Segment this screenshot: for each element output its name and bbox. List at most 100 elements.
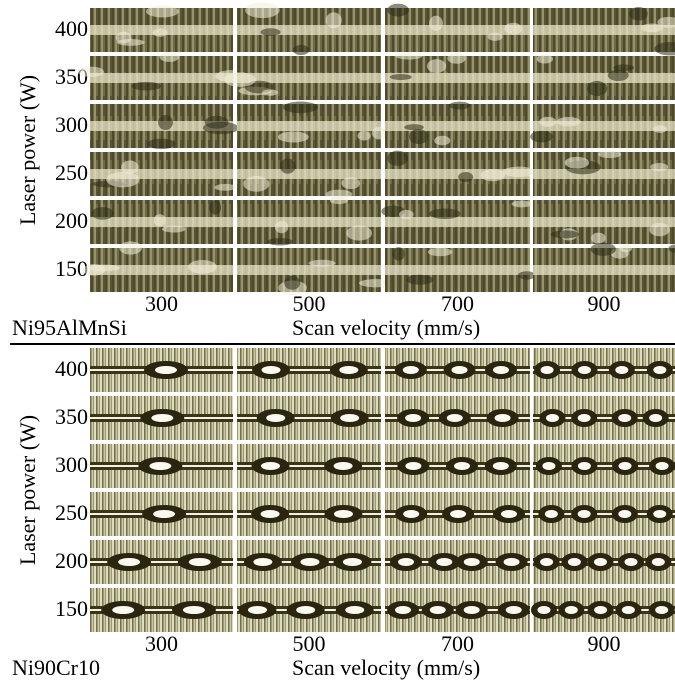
spot xyxy=(550,230,580,239)
spot xyxy=(517,271,536,280)
spot xyxy=(153,214,166,227)
micrograph xyxy=(533,54,675,100)
spot xyxy=(502,166,536,178)
micrograph xyxy=(90,444,233,488)
row-label: 250 xyxy=(55,500,88,525)
spot xyxy=(652,125,667,133)
spot xyxy=(77,66,105,78)
pore-core xyxy=(154,366,177,374)
track-core xyxy=(237,417,381,419)
micrograph xyxy=(385,444,530,488)
pore-core xyxy=(188,558,211,566)
pore-core xyxy=(446,414,463,422)
micrograph xyxy=(385,348,530,392)
spot xyxy=(274,220,289,234)
row-label: 300 xyxy=(55,112,88,137)
micrograph xyxy=(224,56,381,100)
spot xyxy=(504,22,523,35)
track xyxy=(533,73,675,83)
pore-core xyxy=(655,462,669,470)
pore-core xyxy=(397,558,414,566)
track xyxy=(533,121,675,131)
pore-core xyxy=(505,606,522,614)
spot xyxy=(308,259,336,267)
spot xyxy=(91,207,114,220)
row-label: 350 xyxy=(55,404,88,429)
pore-core xyxy=(153,510,176,518)
spot xyxy=(429,15,443,32)
spot xyxy=(161,225,186,233)
spot xyxy=(536,54,554,64)
spot xyxy=(607,69,629,82)
spot xyxy=(292,44,310,56)
material-label: Ni90Cr10 xyxy=(12,655,100,680)
pore-core xyxy=(260,510,280,518)
spot xyxy=(598,150,622,159)
micrograph xyxy=(90,200,233,244)
spot xyxy=(121,160,139,174)
spot xyxy=(398,209,414,220)
micrograph xyxy=(237,588,381,632)
pore-core xyxy=(453,462,470,470)
spot xyxy=(613,64,635,72)
pore-core xyxy=(260,462,280,470)
track-core xyxy=(90,561,233,563)
pore-core xyxy=(494,414,511,422)
track xyxy=(533,265,675,275)
pore-core xyxy=(577,510,591,518)
pore-core xyxy=(500,510,517,518)
pore-core xyxy=(339,366,359,374)
pore-core xyxy=(577,414,591,422)
track xyxy=(90,73,233,83)
track xyxy=(237,121,381,131)
spot xyxy=(458,172,474,182)
spot xyxy=(279,158,296,174)
track xyxy=(237,265,381,275)
spot xyxy=(668,244,675,253)
track-core xyxy=(237,513,381,515)
pore-core xyxy=(651,558,665,566)
spot xyxy=(387,3,410,17)
pore-core xyxy=(567,558,581,566)
pore-core xyxy=(615,366,629,374)
spot xyxy=(590,242,617,256)
column-label: 300 xyxy=(145,291,178,316)
track-core xyxy=(237,465,381,467)
micrograph xyxy=(533,6,675,56)
micrograph xyxy=(90,492,233,536)
spot xyxy=(427,247,453,257)
track xyxy=(237,73,381,83)
pore-core xyxy=(540,366,554,374)
material-label: Ni95AlMnSi xyxy=(12,315,127,340)
track-core xyxy=(533,369,675,371)
pore-core xyxy=(345,606,365,614)
micrograph xyxy=(90,540,233,584)
row-label: 300 xyxy=(55,452,88,477)
track-core xyxy=(533,417,675,419)
spot xyxy=(131,81,162,91)
spot xyxy=(530,130,554,143)
pore-core xyxy=(540,558,554,566)
track-core xyxy=(237,369,381,371)
track xyxy=(237,217,381,227)
spot xyxy=(429,208,461,220)
spot xyxy=(284,275,301,290)
track xyxy=(237,169,381,179)
pore-core xyxy=(266,414,286,422)
spot xyxy=(654,42,675,56)
micrograph xyxy=(381,200,532,244)
track xyxy=(385,217,530,227)
micrograph xyxy=(237,152,381,199)
pore-core xyxy=(253,558,273,566)
pore-core xyxy=(247,606,267,614)
pore-core xyxy=(655,606,669,614)
spot xyxy=(591,232,606,244)
column-label: 500 xyxy=(293,631,326,656)
micrograph xyxy=(533,396,675,440)
pore-core xyxy=(624,558,638,566)
spot xyxy=(487,32,503,41)
spot xyxy=(346,225,373,241)
y-axis-label: Laser power (W) xyxy=(15,415,40,565)
pore-core xyxy=(653,510,667,518)
micrograph xyxy=(530,588,675,632)
